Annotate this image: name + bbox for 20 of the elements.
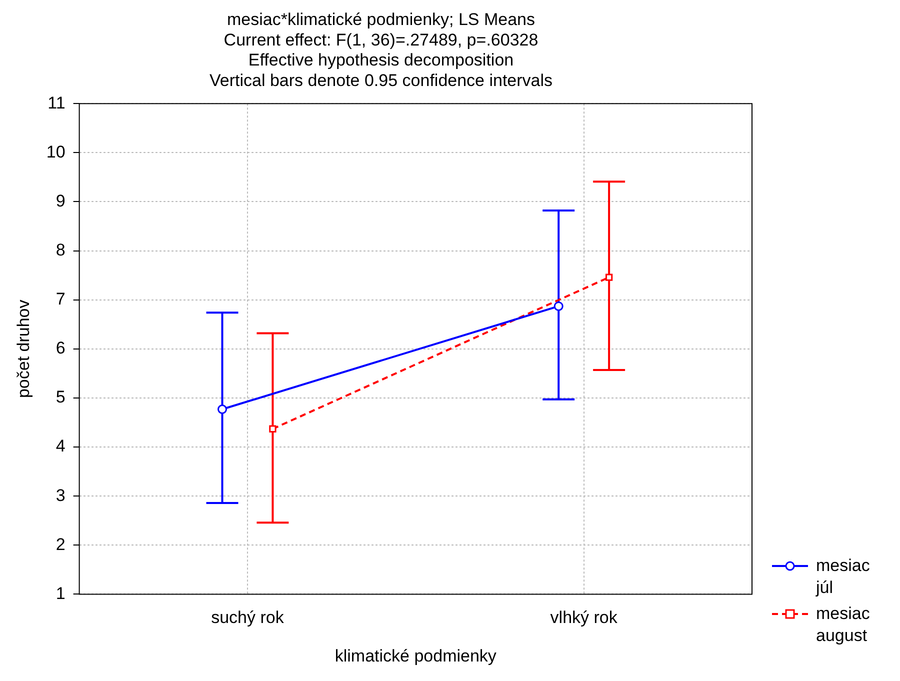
y-tick-label: 10 (46, 142, 66, 162)
y-tick-label: 9 (56, 191, 66, 210)
y-tick-label: 2 (56, 534, 66, 554)
y-tick-label: 5 (56, 388, 66, 407)
y-axis-title: počet druhov (14, 299, 33, 398)
legend-label: mesiac august (816, 603, 871, 647)
x-tick-label: vlhký rok (550, 608, 618, 628)
text: Effective hypothesis decomposition (248, 50, 514, 70)
y-tick-label: 3 (56, 486, 66, 505)
y-tick-label: 1 (56, 584, 66, 603)
x-tick-label: suchý rok (211, 608, 284, 628)
y-tick-label: 6 (56, 338, 66, 358)
text: Vertical bars denote 0.95 confidence intervals (209, 71, 553, 90)
y-tick-label: 4 (56, 436, 66, 456)
y-tick-label: 11 (48, 93, 66, 112)
x-axis-title: klimatické podmienky (334, 646, 497, 666)
chart-subtitle: Current effect: F(1, 36)=.27489, p=.60328 (224, 30, 538, 50)
chart-title: mesiac*klimatické podmienky; LS Means (226, 10, 536, 29)
y-tick-label: 8 (56, 240, 66, 260)
y-tick-label: 7 (56, 290, 66, 309)
